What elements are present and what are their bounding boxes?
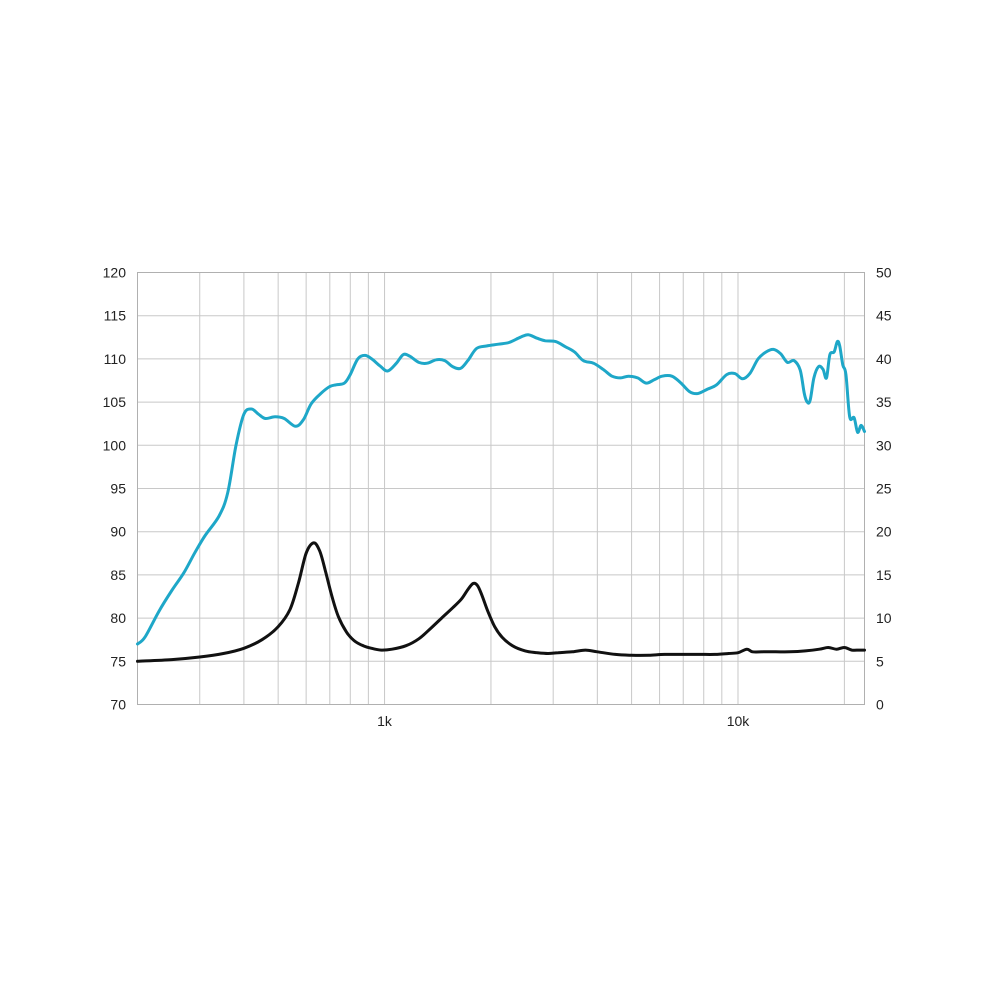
left-axis-tick-label: 105 xyxy=(103,394,127,410)
tick-labels: 70 75 80 85 90 95 100 105 110 115 120 0 5 10 15 20 25 30 3… xyxy=(103,265,892,730)
right-axis-tick-label: 40 xyxy=(876,351,892,367)
x-axis-tick-label: 10k xyxy=(727,713,751,729)
left-axis-tick-label: 95 xyxy=(110,481,126,497)
left-axis-tick-label: 80 xyxy=(110,610,126,626)
right-axis-tick-label: 15 xyxy=(876,567,892,583)
series-layer xyxy=(136,333,866,663)
left-axis-tick-label: 110 xyxy=(104,351,127,367)
right-axis-tick-label: 20 xyxy=(876,524,892,540)
right-axis-tick-label: 35 xyxy=(876,394,892,410)
right-axis-tick-label: 10 xyxy=(876,610,892,626)
x-axis-tick-label: 1k xyxy=(377,713,393,729)
left-axis-tick-label: 75 xyxy=(110,653,126,669)
spl-curve xyxy=(136,333,866,646)
left-axis-tick-label: 90 xyxy=(110,524,126,540)
impedance-curve xyxy=(136,541,866,663)
left-axis-tick-label: 100 xyxy=(103,437,127,453)
right-axis-tick-label: 25 xyxy=(876,481,892,497)
grid xyxy=(137,272,865,705)
right-axis-tick-label: 50 xyxy=(876,265,892,281)
left-axis-tick-label: 70 xyxy=(110,697,126,713)
right-axis-tick-label: 30 xyxy=(876,437,892,453)
left-axis-tick-label: 85 xyxy=(110,567,126,583)
right-axis-tick-label: 5 xyxy=(876,653,884,669)
right-axis-tick-label: 45 xyxy=(876,308,892,324)
left-axis-tick-label: 120 xyxy=(103,265,127,281)
plot-frame xyxy=(137,272,865,705)
right-axis-tick-label: 0 xyxy=(876,697,884,713)
left-axis-tick-label: 115 xyxy=(104,308,127,324)
